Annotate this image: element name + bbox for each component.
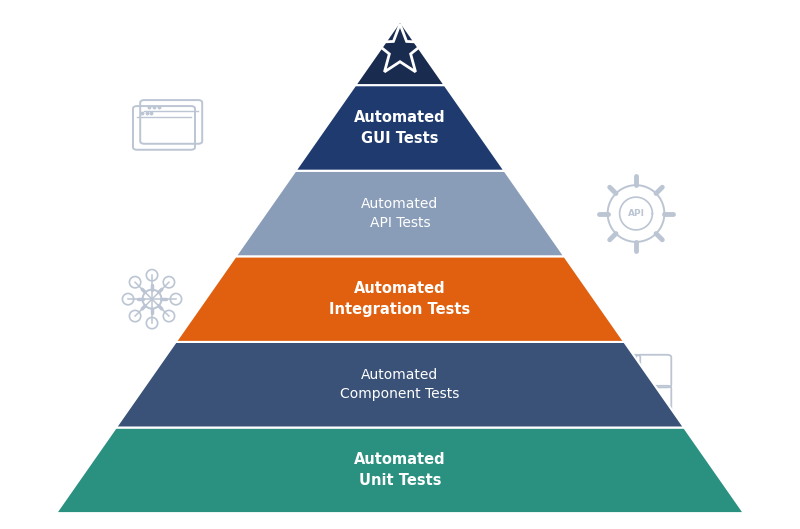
Polygon shape: [235, 171, 565, 257]
Text: Automated
API Tests: Automated API Tests: [362, 197, 438, 230]
Bar: [97, 480, 114, 490]
Polygon shape: [295, 85, 505, 171]
Text: Automated
Integration Tests: Automated Integration Tests: [330, 281, 470, 317]
Text: Automated
Unit Tests: Automated Unit Tests: [354, 452, 446, 488]
Polygon shape: [56, 427, 744, 513]
Polygon shape: [116, 342, 684, 427]
Bar: [115, 456, 132, 467]
Text: API: API: [627, 209, 645, 218]
Text: Automated
Component Tests: Automated Component Tests: [340, 368, 460, 402]
Text: Automated
GUI Tests: Automated GUI Tests: [354, 110, 446, 146]
Polygon shape: [176, 257, 624, 342]
Bar: [134, 480, 151, 490]
Polygon shape: [355, 21, 445, 85]
